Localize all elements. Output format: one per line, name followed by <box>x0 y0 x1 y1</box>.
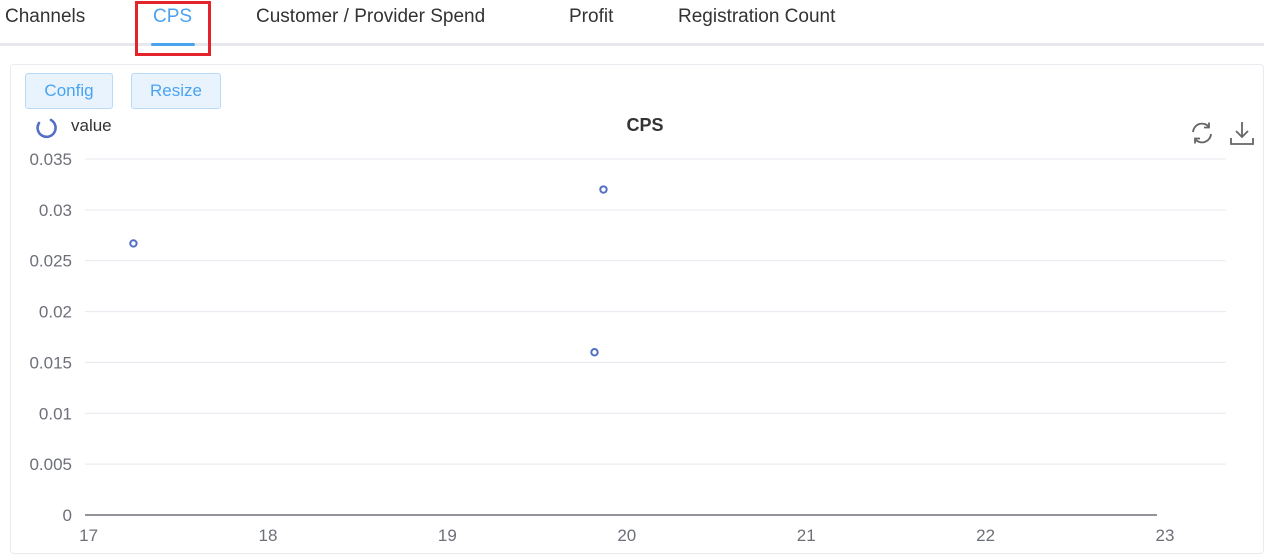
highlight-annotation-box <box>135 1 211 56</box>
chart-title: CPS <box>626 115 664 135</box>
refresh-icon[interactable] <box>1189 120 1215 146</box>
tab-channels[interactable]: Channels <box>5 6 86 27</box>
download-icon[interactable] <box>1229 120 1255 146</box>
active-tab-indicator <box>151 43 195 46</box>
tab-customer-provider-spend[interactable]: Customer / Provider Spend <box>256 6 486 27</box>
tab-cps[interactable]: CPS <box>153 6 193 27</box>
tab-registration-count[interactable]: Registration Count <box>678 6 836 27</box>
chart-panel <box>10 64 1264 554</box>
legend-loading-icon <box>36 118 57 139</box>
config-button[interactable]: Config <box>25 73 113 109</box>
tab-bar: Channels CPS Customer / Provider Spend P… <box>0 0 1264 46</box>
tab-profit[interactable]: Profit <box>569 6 614 27</box>
legend-entry-value: value <box>71 116 112 135</box>
resize-button[interactable]: Resize <box>131 73 221 109</box>
